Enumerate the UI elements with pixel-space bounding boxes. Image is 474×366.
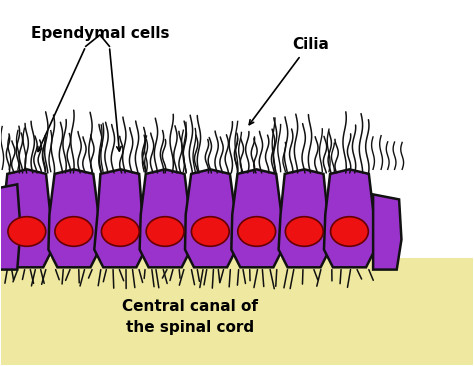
Ellipse shape xyxy=(8,217,46,246)
Ellipse shape xyxy=(330,217,368,246)
FancyBboxPatch shape xyxy=(0,258,474,365)
Polygon shape xyxy=(373,194,401,270)
Ellipse shape xyxy=(101,217,139,246)
Polygon shape xyxy=(94,169,146,267)
Polygon shape xyxy=(185,169,236,267)
Polygon shape xyxy=(231,169,283,267)
Polygon shape xyxy=(48,169,100,267)
Ellipse shape xyxy=(55,217,93,246)
Polygon shape xyxy=(324,169,375,267)
Polygon shape xyxy=(0,184,20,270)
Ellipse shape xyxy=(285,217,323,246)
Text: Ependymal cells: Ependymal cells xyxy=(31,26,169,41)
Polygon shape xyxy=(140,169,191,267)
Text: Central canal of
the spinal cord: Central canal of the spinal cord xyxy=(122,299,258,336)
Ellipse shape xyxy=(191,217,229,246)
Text: Cilia: Cilia xyxy=(292,37,328,52)
Polygon shape xyxy=(279,169,329,267)
Ellipse shape xyxy=(146,217,184,246)
Ellipse shape xyxy=(238,217,275,246)
Polygon shape xyxy=(1,169,52,267)
